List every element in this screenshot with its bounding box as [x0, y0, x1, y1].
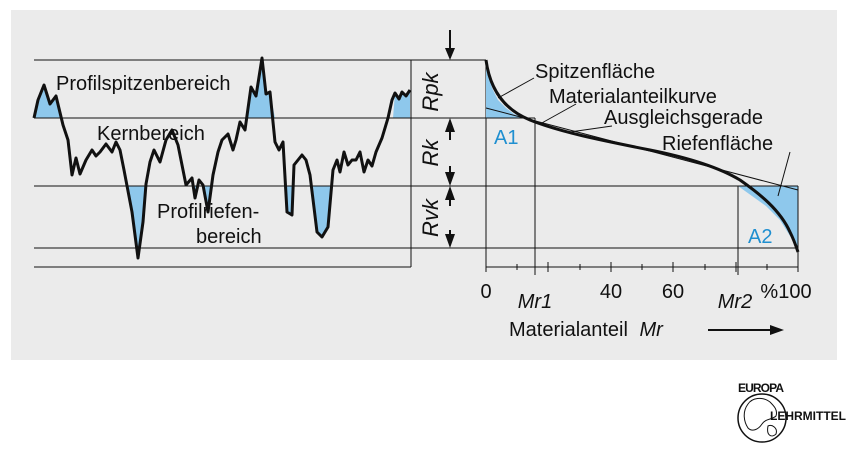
rvk-label: Rvk — [418, 198, 443, 237]
rpk-arrow-head-down — [445, 48, 455, 60]
materialanteilkurve-pointer — [539, 103, 577, 125]
rvk-arrow-head-up — [445, 186, 455, 200]
x-axis-title: Materialanteil Mr — [509, 319, 664, 341]
rvk-arrow-head-down — [445, 234, 455, 248]
surface-profile — [32, 56, 412, 260]
a1-spitzenflaeche-fill — [486, 60, 528, 118]
rk-arrow-head-down — [445, 172, 455, 186]
material-ratio-curve — [484, 59, 800, 253]
rk-label: Rk — [418, 139, 443, 167]
profilriefenbereich-label-line1: Profilriefen- — [157, 201, 259, 223]
riefenflaeche-label: Riefenfläche — [662, 133, 773, 155]
tick-label-40: 40 — [600, 281, 622, 303]
label-column — [411, 59, 487, 267]
ausgleichsgerade-label: Ausgleichsgerade — [604, 107, 763, 129]
profile-frame — [34, 59, 412, 268]
ausgleichsgerade-pointer — [569, 125, 613, 133]
x-axis-title-var: Mr — [640, 319, 665, 341]
mr1-label: Mr1 — [518, 291, 552, 313]
curve-fill-areas — [486, 60, 798, 248]
kernbereich-label: Kernbereich — [97, 123, 205, 145]
x-axis-title-arrow-head — [770, 325, 784, 335]
tick-label-100: %100 — [760, 281, 811, 303]
a2-label: A2 — [748, 226, 772, 248]
materialanteilkurve-label: Materialanteilkurve — [549, 86, 717, 108]
spitzenflaeche-pointer — [497, 77, 535, 99]
a1-label: A1 — [494, 127, 518, 149]
logo-right-text: LEHRMITTEL — [770, 409, 846, 423]
valley-fill-1 — [128, 186, 146, 258]
europa-lehrmittel-logo: EUROPA LEHRMITTEL — [737, 381, 846, 443]
profilriefenbereich-label-line2: bereich — [196, 226, 262, 248]
profilspitzenbereich-label: Profilspitzenbereich — [56, 73, 231, 95]
dimension-arrows — [445, 30, 455, 248]
x-axis-title-arrow — [708, 325, 784, 335]
mr2-label: Mr2 — [718, 291, 752, 313]
logo-globe-continents — [743, 397, 777, 437]
tick-label-60: 60 — [662, 281, 684, 303]
x-axis-title-text: Materialanteil — [509, 319, 628, 341]
tick-label-0: 0 — [480, 281, 491, 303]
riefenflaeche-pointer — [777, 151, 791, 197]
a2-riefenflaeche-fill — [738, 186, 798, 248]
background-panel — [11, 10, 837, 360]
spitzenflaeche-label: Spitzenfläche — [535, 61, 655, 83]
x-axis-ticks — [485, 262, 799, 272]
peak-fill-mid — [247, 58, 275, 118]
logo-top-text: EUROPA — [738, 381, 784, 395]
rpk-arrow-head-up — [445, 118, 455, 132]
curve-lines — [484, 59, 800, 275]
rpk-label: Rpk — [418, 71, 443, 111]
pointer-lines — [497, 77, 791, 197]
